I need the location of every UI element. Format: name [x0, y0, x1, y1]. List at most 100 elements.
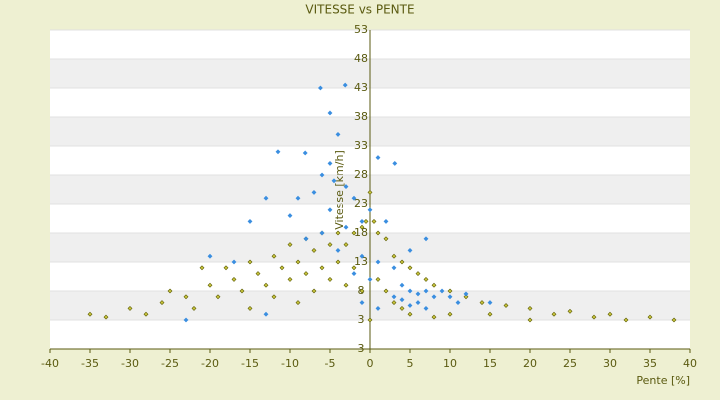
- x-tick-label: 30: [603, 357, 617, 370]
- data-point: [271, 253, 277, 259]
- y-tick-label: 13: [354, 255, 368, 268]
- data-point: [223, 265, 229, 271]
- y-tick-label: 28: [354, 168, 368, 181]
- data-point: [359, 300, 365, 306]
- x-tick-label: -25: [161, 357, 179, 370]
- data-point: [351, 230, 357, 236]
- data-point: [363, 218, 369, 224]
- data-point: [327, 160, 333, 166]
- data-point: [351, 265, 357, 271]
- data-point: [351, 195, 357, 201]
- data-point: [447, 288, 453, 294]
- data-point: [407, 311, 413, 317]
- data-point: [127, 305, 133, 311]
- data-point: [183, 294, 189, 300]
- data-point: [447, 294, 453, 300]
- data-point: [375, 259, 381, 265]
- data-point: [415, 291, 421, 297]
- data-point: [255, 271, 261, 277]
- x-tick-label: -15: [241, 357, 259, 370]
- data-point: [423, 288, 429, 294]
- data-point: [335, 247, 341, 253]
- data-point: [215, 294, 221, 300]
- data-point: [317, 85, 323, 91]
- data-point: [327, 110, 333, 116]
- data-point: [271, 294, 277, 300]
- data-point: [247, 259, 253, 265]
- data-point: [103, 314, 109, 320]
- data-point: [351, 271, 357, 277]
- data-point: [607, 311, 613, 317]
- data-point: [335, 131, 341, 137]
- data-point: [263, 195, 269, 201]
- data-point: [207, 282, 213, 288]
- data-point: [343, 242, 349, 248]
- data-point: [342, 82, 348, 88]
- data-point: [487, 300, 493, 306]
- data-point: [371, 218, 377, 224]
- data-point: [359, 253, 365, 259]
- x-tick-label: -30: [121, 357, 139, 370]
- data-point: [455, 300, 461, 306]
- data-point: [391, 265, 397, 271]
- data-point: [247, 218, 253, 224]
- data-point: [87, 311, 93, 317]
- data-point: [399, 282, 405, 288]
- data-point: [407, 265, 413, 271]
- data-point: [279, 265, 285, 271]
- data-point: [423, 276, 429, 282]
- data-point: [335, 230, 341, 236]
- data-point: [399, 305, 405, 311]
- data-point: [527, 305, 533, 311]
- x-tick-label: -40: [41, 357, 59, 370]
- data-point: [159, 300, 165, 306]
- x-tick-label: 40: [683, 357, 697, 370]
- y-tick-label: 43: [354, 81, 368, 94]
- data-point: [447, 311, 453, 317]
- data-point: [302, 150, 308, 156]
- x-tick-label: -20: [201, 357, 219, 370]
- data-point: [391, 300, 397, 306]
- data-point: [367, 317, 373, 323]
- data-point: [319, 230, 325, 236]
- data-point: [327, 242, 333, 248]
- data-point: [367, 207, 373, 213]
- data-point: [439, 288, 445, 294]
- data-point: [343, 224, 349, 230]
- data-point: [207, 253, 213, 259]
- data-point: [431, 314, 437, 320]
- data-point: [343, 184, 349, 190]
- data-point: [295, 300, 301, 306]
- data-point: [287, 276, 293, 282]
- data-point: [671, 317, 677, 323]
- data-point: [463, 294, 469, 300]
- data-point: [551, 311, 557, 317]
- data-point: [375, 155, 381, 161]
- x-tick-label: 10: [443, 357, 457, 370]
- data-point: [319, 172, 325, 178]
- data-point: [407, 303, 413, 308]
- data-point: [327, 207, 333, 213]
- data-point: [327, 276, 333, 282]
- x-tick-label: 0: [367, 357, 374, 370]
- data-point: [623, 317, 629, 323]
- data-point: [407, 247, 413, 253]
- x-tick-label: -10: [281, 357, 299, 370]
- x-tick-label: -35: [81, 357, 99, 370]
- data-point: [263, 311, 269, 317]
- data-point: [391, 294, 397, 300]
- data-point: [359, 218, 365, 224]
- data-point: [375, 305, 381, 311]
- data-point: [231, 276, 237, 282]
- data-point: [295, 259, 301, 265]
- data-point: [199, 265, 205, 271]
- x-tick-label: 5: [407, 357, 414, 370]
- data-point: [383, 288, 389, 294]
- data-point: [423, 305, 429, 311]
- data-point: [359, 224, 365, 230]
- data-point: [367, 276, 373, 282]
- data-point: [247, 305, 253, 311]
- data-point: [143, 311, 149, 317]
- data-point: [183, 317, 189, 323]
